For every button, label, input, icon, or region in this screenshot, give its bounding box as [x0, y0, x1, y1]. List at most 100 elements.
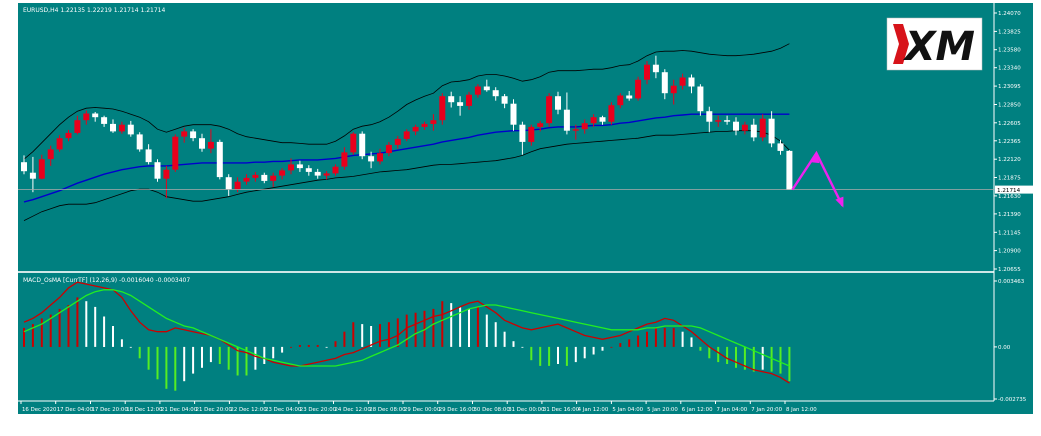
osma-bar [788, 346, 791, 382]
osma-bar [468, 308, 470, 347]
time-tick-label: 4 Jan 12:00 [578, 407, 609, 413]
candle [394, 135, 401, 149]
candle [483, 79, 490, 92]
candle [733, 117, 739, 136]
candle [466, 91, 472, 110]
osma-bar [236, 346, 239, 376]
candle [118, 121, 125, 134]
candle-body [92, 113, 99, 118]
candle [590, 114, 597, 127]
current-price-tag-text: 1.21714 [997, 188, 1021, 194]
time-tick-label: 29 Dec 16:00 [439, 407, 476, 413]
candle-body [590, 117, 597, 124]
osma-bar [85, 301, 88, 347]
osma-bar [112, 326, 114, 347]
candle [92, 112, 99, 122]
indicator-label: MACD_OsMA [CurrTF] (12,26,9) -0.0016040 … [23, 277, 190, 284]
xm-logo-text: XM [902, 24, 975, 70]
osma-bar [49, 314, 52, 347]
osma-bar [557, 346, 559, 364]
candle [101, 115, 108, 127]
osma-bar [770, 346, 773, 372]
candle-body [635, 79, 642, 99]
candle [750, 118, 757, 142]
candle [786, 150, 793, 190]
price-tick-label: 1.22605 [998, 121, 1021, 127]
xm-logo: XM [886, 17, 983, 71]
candle [154, 159, 161, 182]
candle [252, 171, 259, 182]
candle-body [599, 117, 606, 122]
osma-histogram [23, 297, 791, 391]
candle [715, 115, 722, 127]
candle-body [359, 133, 366, 157]
candle [661, 69, 668, 100]
price-tick-label: 1.20900 [998, 249, 1021, 255]
candle-body [741, 124, 748, 131]
candle [181, 127, 188, 143]
candle-body [786, 150, 793, 190]
time-tick-label: 28 Dec 08:00 [369, 407, 406, 413]
osma-bar [361, 324, 364, 347]
candle [341, 147, 348, 170]
moving-average [23, 113, 790, 203]
candle-body [412, 126, 419, 132]
candle-body [555, 96, 561, 110]
osma-bar [290, 346, 292, 348]
osma-bar [40, 318, 43, 347]
osma-bar [646, 331, 648, 347]
osma-bar [334, 341, 337, 347]
osma-bar [272, 346, 275, 359]
time-tick-label: 23 Dec 04:00 [265, 407, 302, 413]
price-tick-label: 1.23580 [998, 48, 1021, 54]
osma-bar [263, 346, 266, 364]
candle-body [332, 166, 339, 174]
time-tick-label: 24 Dec 12:00 [335, 407, 372, 413]
xm-logo-red-mark [893, 24, 909, 64]
candle [635, 76, 642, 101]
price-tick-label: 1.21145 [998, 230, 1021, 236]
osma-bar [281, 346, 284, 353]
osma-bar [637, 335, 640, 347]
osma-bar [254, 346, 257, 370]
osma-bar [494, 322, 497, 347]
candle-body [394, 138, 401, 145]
osma-bar [201, 346, 203, 368]
candle [350, 132, 357, 155]
candle-body [679, 77, 686, 86]
candle-body [190, 131, 197, 139]
candle-body [457, 102, 464, 106]
time-tick-label: 5 Jan 20:00 [647, 407, 678, 413]
candle-body [652, 64, 659, 73]
price-chart[interactable]: 1.21714 1.24070 1.23825 1.23580 1.23340 1.23… [18, 3, 1033, 414]
time-tick-label: 5 Jan 04:00 [612, 407, 643, 413]
osma-bar [423, 310, 426, 347]
current-price-line: 1.21714 [18, 185, 1033, 194]
candle [644, 61, 650, 85]
candle-body [706, 111, 713, 122]
candle [563, 92, 570, 135]
chart-window[interactable]: 1.21714 1.24070 1.23825 1.23580 1.23340 1.23… [18, 3, 1033, 414]
candle [359, 131, 366, 160]
price-tick-label: 1.22365 [998, 139, 1021, 145]
osma-bar [192, 346, 195, 374]
candle-body [110, 123, 116, 132]
candle [537, 120, 544, 132]
current-price-tag [995, 185, 1033, 194]
candle [599, 115, 606, 125]
candle-body [572, 129, 579, 131]
candle [546, 93, 553, 127]
osma-bar [120, 339, 123, 347]
candles [21, 55, 793, 199]
candle-body [768, 118, 775, 144]
osma-bar [743, 346, 746, 370]
candle [777, 139, 784, 155]
candle-body [350, 133, 357, 153]
candle [243, 174, 250, 185]
time-tick-label: 17 Dec 20:00 [92, 407, 129, 413]
candle [145, 144, 152, 165]
arrowhead-down [835, 196, 844, 208]
candle [225, 174, 232, 196]
candle-body [697, 86, 704, 112]
